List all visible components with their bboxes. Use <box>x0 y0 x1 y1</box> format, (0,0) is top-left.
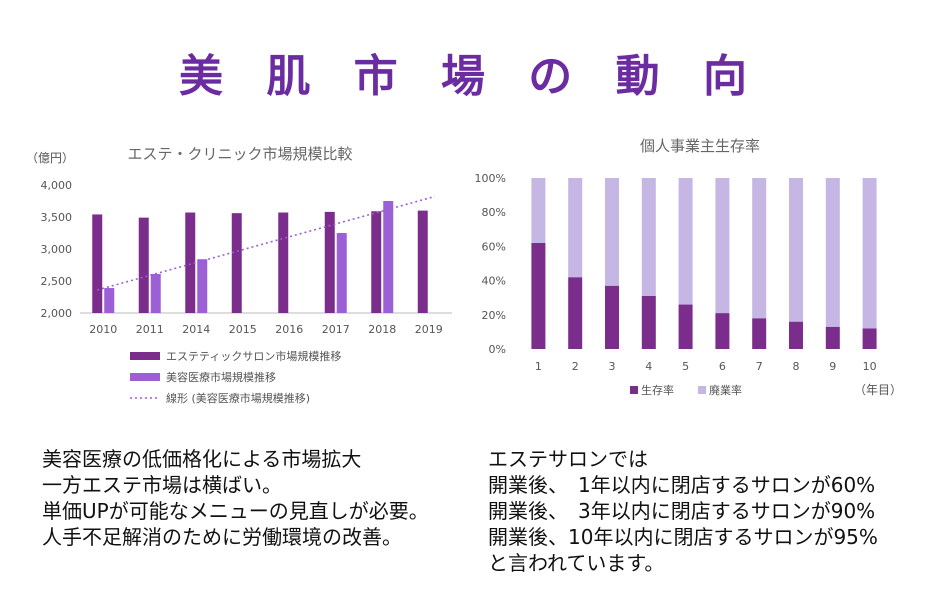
y-tick-label: 2,000 <box>41 307 73 320</box>
legend-label: 生存率 <box>641 383 674 397</box>
y-tick-label: 2,500 <box>41 275 73 288</box>
x-tick-label: 3 <box>609 360 616 373</box>
note-line: 一方エステ市場は横ばい。 <box>42 473 282 497</box>
bar-esthetic <box>185 212 196 313</box>
x-tick-label: 2010 <box>89 323 117 336</box>
bar-cosmetic-medicine <box>150 273 161 313</box>
bar-survival <box>605 285 619 349</box>
bar-survival <box>825 326 840 349</box>
page-title: 美 肌 市 場 の 動 向 <box>179 51 761 102</box>
legend-swatch <box>630 386 638 394</box>
y-tick-label: 100% <box>475 172 506 185</box>
note-line: 開業後、10年以内に閉店するサロンが95% <box>488 525 878 549</box>
note-line: と言われています。 <box>488 551 665 575</box>
x-tick-label: 2016 <box>275 323 303 336</box>
y-tick-label: 3,500 <box>41 211 73 224</box>
bar-cosmetic-medicine <box>336 233 347 313</box>
bar-esthetic <box>278 212 289 313</box>
x-tick-label: 9 <box>829 360 836 373</box>
market-notes: 美容医療の低価格化による市場拡大 一方エステ市場は横ばい。 単価UPが可能なメニ… <box>42 446 462 550</box>
note-line: 開業後、 1年以内に閉店するサロンが60% <box>488 473 876 497</box>
bar-closure <box>862 178 877 329</box>
x-tick-label: 1 <box>535 360 542 373</box>
bar-cosmetic-medicine <box>197 259 208 313</box>
x-tick-label: 2014 <box>182 323 210 336</box>
x-tick-label: 2015 <box>229 323 257 336</box>
bar-esthetic <box>371 211 382 313</box>
note-line: 人手不足解消のために労働環境の改善。 <box>42 525 402 549</box>
bar-survival <box>531 242 546 349</box>
bar-survival <box>715 313 730 349</box>
x-tick-label: 2017 <box>322 323 350 336</box>
bar-closure <box>715 178 730 314</box>
survival-notes: エステサロンでは 開業後、 1年以内に閉店するサロンが60% 開業後、 3年以内… <box>488 446 928 576</box>
bar-survival <box>678 304 693 349</box>
bar-survival <box>789 321 803 349</box>
note-line: 開業後、 3年以内に閉店するサロンが90% <box>488 499 876 523</box>
legend-swatch <box>130 373 160 381</box>
market-size-chart: エステ・クリニック市場規模比較 （億円） 2,000 2,500 3,000 3,500 4… <box>26 145 452 405</box>
legend-label: エステティックサロン市場規模推移 <box>166 349 341 363</box>
x-tick-label: 7 <box>756 360 763 373</box>
chart-title: 個人事業主生存率 <box>640 137 760 155</box>
bar-esthetic <box>324 211 335 313</box>
bar-survival <box>752 318 767 349</box>
bar-closure <box>641 178 656 296</box>
bar-esthetic <box>138 217 149 313</box>
y-axis-label: （億円） <box>26 151 74 165</box>
bar-cosmetic-medicine <box>104 288 115 313</box>
bar-survival <box>862 328 877 349</box>
chart-title: エステ・クリニック市場規模比較 <box>127 145 352 163</box>
legend-label: 線形 (美容医療市場規模推移) <box>166 391 310 405</box>
y-tick-label: 4,000 <box>41 179 73 192</box>
y-tick-label: 60% <box>482 240 506 253</box>
bar-closure <box>678 178 693 305</box>
legend-label: 美容医療市場規模推移 <box>166 370 276 384</box>
y-tick-label: 80% <box>482 206 506 219</box>
note-line: 美容医療の低価格化による市場拡大 <box>42 447 362 471</box>
x-tick-label: 2018 <box>368 323 396 336</box>
survival-rate-chart: 個人事業主生存率 0% 20% 40% 60% 80% 100% 1 2 3 4 5 6 7 8 9 10 （年目… <box>475 137 902 397</box>
bar-survival <box>568 277 583 349</box>
bar-closure <box>605 178 619 286</box>
x-tick-label: 8 <box>793 360 800 373</box>
bar-esthetic <box>92 214 103 313</box>
legend-swatch <box>130 352 160 360</box>
y-tick-label: 0% <box>489 343 506 356</box>
bar-closure <box>568 178 583 278</box>
x-tick-label: 4 <box>645 360 652 373</box>
x-tick-label: 10 <box>863 360 877 373</box>
x-axis-label: （年目） <box>854 383 902 397</box>
legend-swatch <box>698 386 706 394</box>
bar-survival <box>641 295 656 349</box>
trendline <box>97 195 435 291</box>
bar-closure <box>531 178 546 243</box>
bar-closure <box>789 178 803 322</box>
bar-closure <box>752 178 767 319</box>
x-tick-label: 2019 <box>415 323 443 336</box>
note-line: エステサロンでは <box>488 447 648 471</box>
note-line: 単価UPが可能なメニューの見直しが必要。 <box>42 499 429 523</box>
x-tick-label: 2011 <box>136 323 164 336</box>
y-tick-label: 3,000 <box>41 243 73 256</box>
x-tick-label: 6 <box>719 360 726 373</box>
bar-cosmetic-medicine <box>383 201 394 313</box>
legend-label: 廃業率 <box>709 383 742 397</box>
x-tick-label: 2 <box>572 360 579 373</box>
bar-esthetic <box>417 210 428 313</box>
bar-closure <box>825 178 840 327</box>
bar-esthetic <box>231 213 242 313</box>
y-tick-label: 40% <box>482 275 506 288</box>
y-tick-label: 20% <box>482 309 506 322</box>
x-tick-label: 5 <box>682 360 689 373</box>
